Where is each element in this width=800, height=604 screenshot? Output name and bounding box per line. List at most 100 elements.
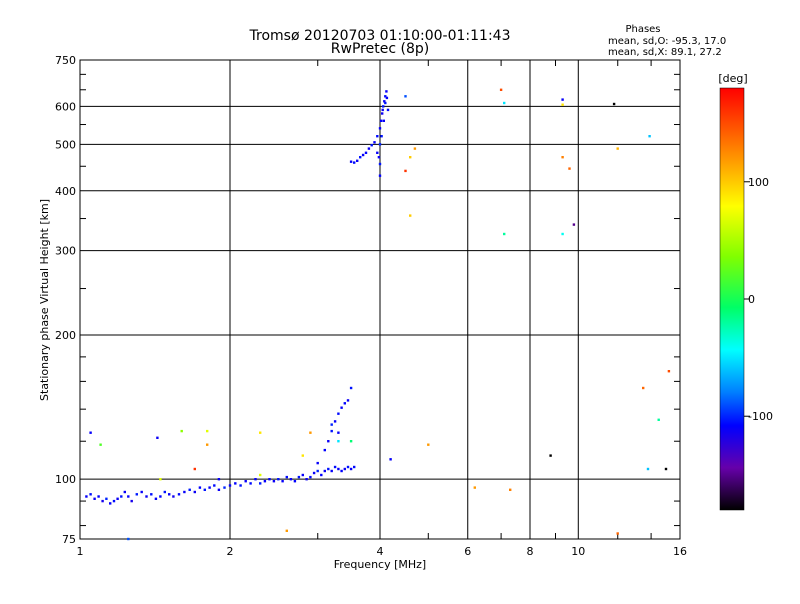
data-point (301, 454, 304, 457)
data-point (112, 499, 116, 503)
data-point (376, 135, 379, 138)
data-point (85, 495, 88, 498)
data-point (140, 490, 143, 494)
data-points (85, 88, 671, 541)
colorbar-label: [deg] (718, 72, 747, 85)
data-point (217, 478, 221, 481)
data-point (323, 469, 326, 473)
data-point (234, 482, 237, 485)
data-point (277, 478, 280, 481)
data-point (364, 151, 368, 154)
data-point (361, 153, 365, 157)
grid-lines (80, 60, 680, 539)
data-point (353, 465, 356, 469)
data-point (384, 101, 387, 105)
data-point (330, 423, 333, 426)
data-point (323, 448, 326, 452)
data-point (259, 482, 262, 485)
data-point (312, 471, 316, 475)
data-point (353, 161, 356, 164)
data-point (378, 143, 382, 146)
data-point (89, 493, 92, 496)
data-point (664, 467, 668, 471)
data-point (183, 490, 186, 494)
colorbar-tick-label: 100 (748, 176, 769, 189)
y-tick-label: 200 (55, 329, 76, 342)
data-point (657, 418, 660, 421)
data-point (499, 88, 503, 91)
data-point (259, 431, 262, 434)
data-point (305, 478, 308, 481)
data-point (572, 223, 576, 226)
data-point (213, 484, 216, 487)
data-point (130, 499, 133, 503)
data-point (159, 495, 162, 498)
data-point (561, 103, 564, 106)
data-point (386, 108, 390, 112)
data-point (316, 461, 319, 465)
data-point (349, 160, 353, 163)
data-point (89, 431, 92, 434)
colorbar: [deg] 100 0 -100 (718, 72, 773, 511)
data-point (427, 443, 430, 446)
data-point (349, 467, 353, 471)
colorbar-tick-label: 0 (748, 293, 755, 306)
data-point (206, 443, 209, 446)
data-point (320, 473, 323, 477)
data-point (208, 486, 211, 489)
tick-labels: 1 2 4 6 8 10 16 75 100 200 300 400 500 600 750 (55, 54, 687, 558)
data-point (380, 135, 383, 138)
data-point (646, 467, 650, 471)
data-point (127, 495, 130, 498)
data-point (145, 495, 148, 498)
data-point (289, 478, 293, 481)
data-point (272, 480, 276, 483)
data-point (327, 440, 330, 443)
data-point (228, 484, 232, 487)
data-point (356, 159, 359, 162)
data-point (404, 95, 407, 98)
data-point (333, 465, 337, 469)
data-point (503, 101, 506, 105)
colorbar-tick-label: -100 (748, 410, 773, 423)
data-point (99, 443, 102, 446)
data-point (389, 458, 392, 461)
data-point (616, 532, 619, 535)
data-point (309, 475, 312, 479)
data-point (404, 169, 407, 173)
data-point (337, 440, 340, 443)
data-point (203, 488, 206, 491)
data-point (383, 100, 386, 103)
data-point (616, 147, 619, 150)
x-tick-label: 10 (571, 545, 585, 558)
data-point (123, 490, 126, 494)
colorbar-ticks: 100 0 -100 (744, 176, 773, 423)
data-point (330, 429, 333, 433)
data-point (568, 167, 571, 170)
data-point (259, 473, 262, 477)
data-point (385, 96, 389, 100)
data-point (349, 440, 353, 443)
data-point (254, 478, 257, 481)
data-point (343, 467, 346, 471)
data-point (120, 495, 123, 498)
colorbar-gradient (719, 87, 745, 511)
data-point (333, 420, 337, 423)
data-point (340, 469, 343, 473)
data-point (385, 90, 388, 93)
y-tick-label: 100 (55, 473, 76, 486)
data-point (337, 412, 340, 415)
x-tick-label: 6 (464, 545, 471, 558)
data-point (337, 467, 340, 471)
data-point (93, 497, 96, 500)
data-point (378, 162, 382, 166)
y-tick-label: 300 (55, 245, 76, 258)
data-point (359, 156, 362, 159)
data-point (384, 95, 387, 98)
data-point (135, 493, 138, 496)
data-point (156, 436, 159, 439)
data-point (198, 486, 202, 489)
phases-heading: Phases (625, 24, 660, 35)
data-point (642, 386, 645, 390)
